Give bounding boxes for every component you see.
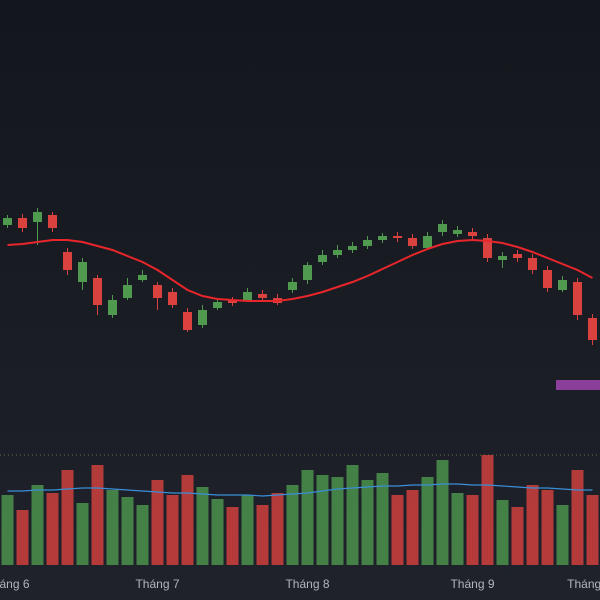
volume-bar [391, 495, 404, 565]
x-tick-label: Tháng 8 [285, 577, 329, 591]
candle-body [348, 246, 357, 250]
x-tick-label: Tháng 9 [450, 577, 494, 591]
candle-body [183, 312, 192, 330]
x-tick-label: Tháng 7 [135, 577, 179, 591]
volume-bar [406, 490, 419, 565]
candle-body [453, 230, 462, 234]
candle-body [408, 238, 417, 246]
candle-body [528, 258, 537, 270]
candle-body [333, 250, 342, 255]
candle-body [108, 300, 117, 315]
candle-body [33, 212, 42, 222]
candle-body [243, 292, 252, 300]
volume-bar [61, 470, 74, 565]
volume-bar [436, 460, 449, 565]
candle-body [78, 262, 87, 282]
candle-body [138, 275, 147, 280]
candle-body [393, 236, 402, 238]
volume-bar [496, 500, 509, 565]
candle-body [318, 255, 327, 262]
volume-bar [556, 505, 569, 565]
candle-body [573, 282, 582, 315]
candle-body [198, 310, 207, 325]
volume-bar [31, 485, 44, 565]
volume-bar [271, 493, 284, 565]
x-tick-label: Tháng 6 [0, 577, 30, 591]
volume-bar [181, 475, 194, 565]
volume-bar [346, 465, 359, 565]
volume-bar [76, 503, 89, 565]
volume-bar [166, 495, 179, 565]
candle-body [588, 318, 597, 340]
candle-body [93, 278, 102, 305]
candle-body [123, 285, 132, 298]
volume-bar [511, 507, 524, 565]
candle-body [558, 280, 567, 290]
volume-bar [316, 475, 329, 565]
candle-body [378, 236, 387, 240]
volume-bar [106, 490, 119, 565]
volume-bar [376, 473, 389, 565]
candle-body [168, 292, 177, 305]
volume-bar [571, 470, 584, 565]
volume-bar [151, 480, 164, 565]
candle-body [363, 240, 372, 246]
candle-body [258, 294, 267, 298]
candle-body [543, 270, 552, 288]
price-marker [556, 380, 600, 390]
candle-body [513, 254, 522, 258]
volume-bar [526, 485, 539, 565]
volume-bar [466, 495, 479, 565]
volume-bar [211, 499, 224, 565]
volume-bar [481, 455, 494, 565]
volume-bar [46, 493, 59, 565]
volume-bar [16, 510, 29, 565]
candle-body [438, 224, 447, 232]
candle-body [153, 285, 162, 298]
candle-body [468, 232, 477, 236]
x-tick-label: Tháng 10 [567, 577, 600, 591]
candle-body [18, 218, 27, 228]
volume-bar [586, 495, 599, 565]
candle-body [228, 300, 237, 303]
volume-bar [91, 465, 104, 565]
volume-bar [301, 470, 314, 565]
volume-bar [226, 507, 239, 565]
candle-body [498, 256, 507, 260]
candle-body [213, 302, 222, 308]
candle-body [48, 215, 57, 228]
volume-bar [541, 490, 554, 565]
volume-bar [196, 487, 209, 565]
volume-bar [256, 505, 269, 565]
volume-bar [121, 497, 134, 565]
candle-body [303, 265, 312, 280]
volume-bar [136, 505, 149, 565]
ma-line [7, 238, 593, 302]
candle-body [288, 282, 297, 290]
volume-ma-line [7, 483, 593, 497]
candle-body [483, 238, 492, 258]
volume-bar [1, 495, 14, 565]
volume-bar [241, 495, 254, 565]
candle-body [423, 236, 432, 248]
volume-bar [451, 493, 464, 565]
volume-bar [331, 477, 344, 565]
volume-bar [361, 480, 374, 565]
volume-bar [286, 485, 299, 565]
candle-body [63, 252, 72, 270]
volume-bar [421, 477, 434, 565]
candle-body [3, 218, 12, 225]
